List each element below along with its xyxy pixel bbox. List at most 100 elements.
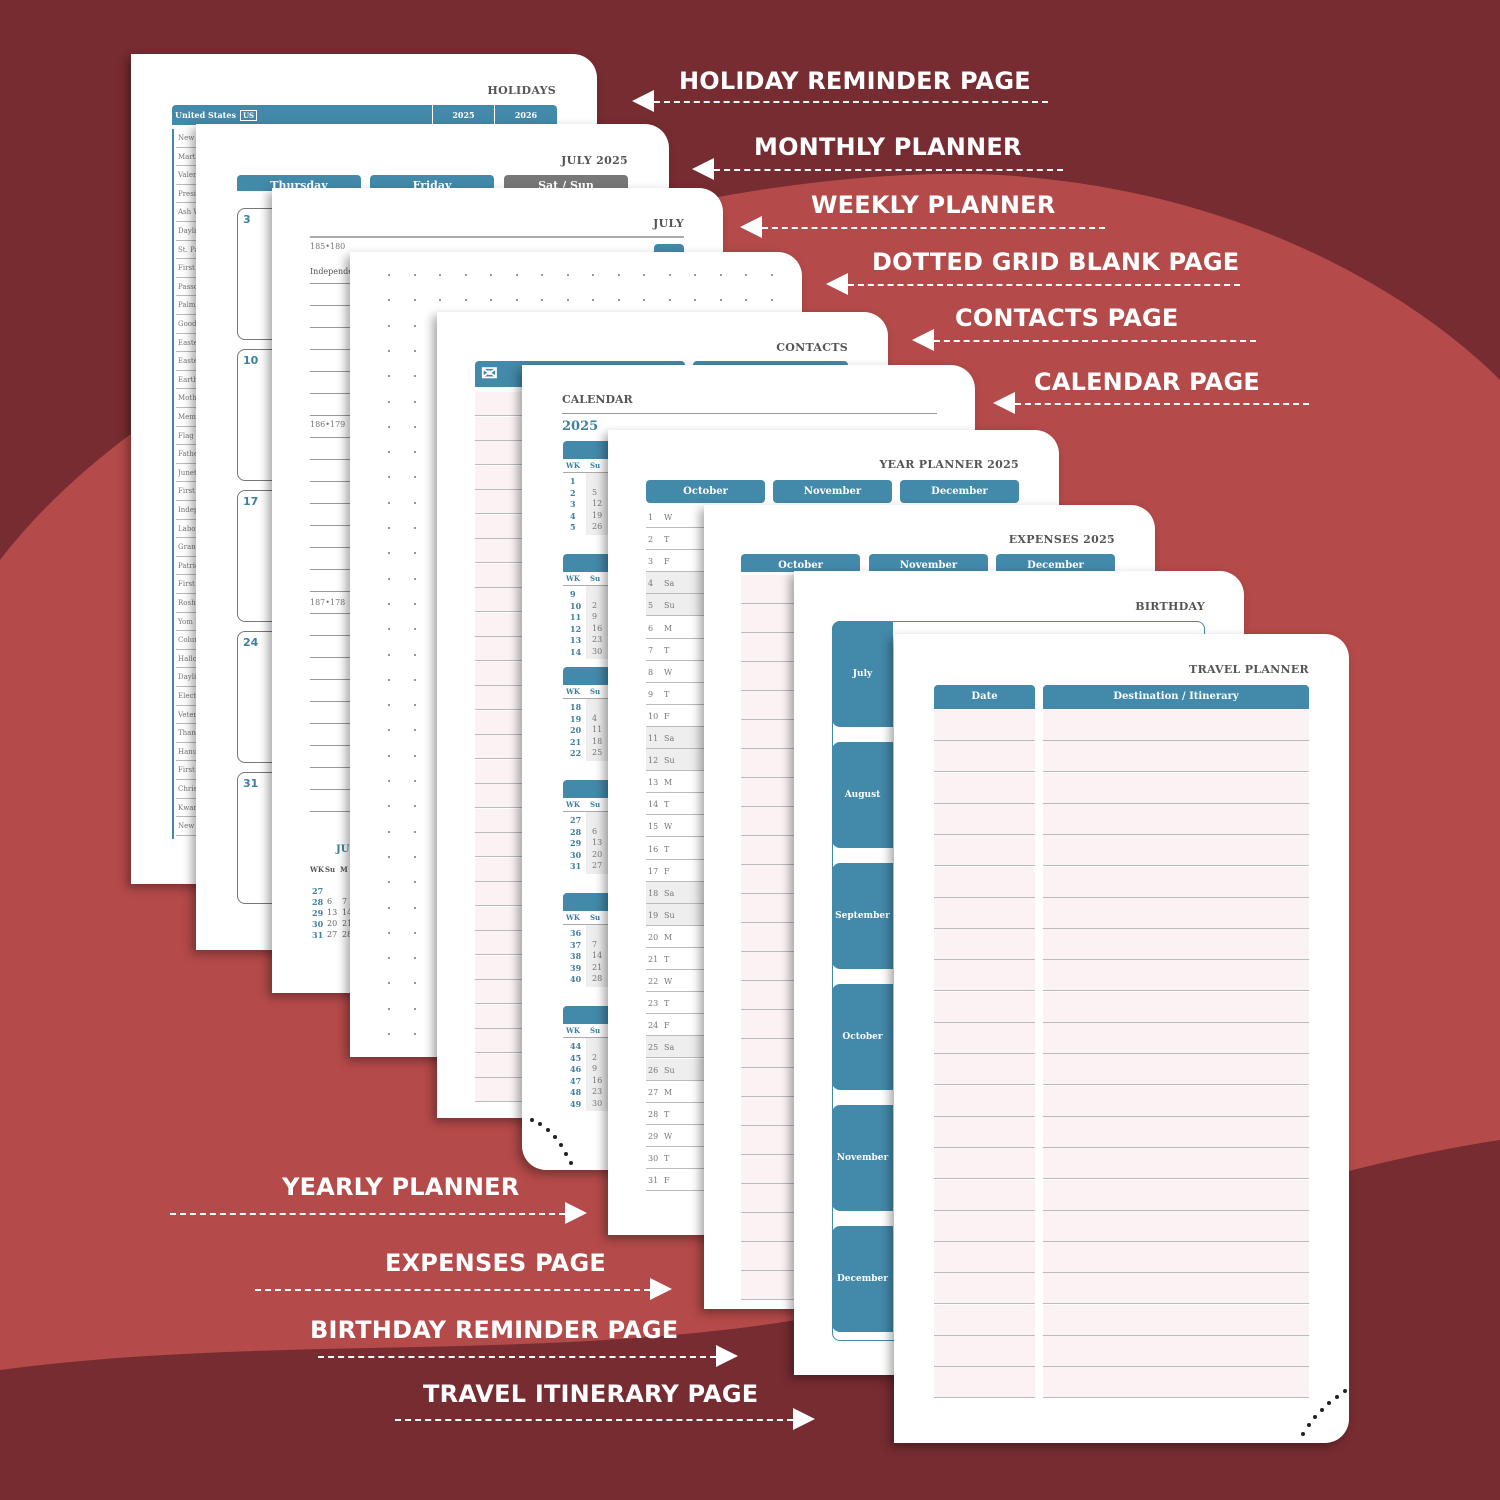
day-letter: W (664, 1131, 673, 1141)
day-letter: T (664, 689, 670, 699)
cal-col-header: Su (590, 1026, 601, 1035)
day-number: 13 (648, 778, 659, 788)
sunday-date: 30 (592, 1098, 603, 1108)
holiday-name: New Ye (178, 822, 200, 831)
day-number: 27 (648, 1087, 659, 1097)
mini-cal-cell: 20 (327, 919, 338, 928)
grid-dot (413, 855, 416, 858)
week-number: 21 (570, 736, 582, 747)
sunday-date: 23 (592, 635, 603, 644)
holiday-name: Dayligh (178, 673, 200, 682)
day-letter: T (664, 645, 670, 655)
page-title: JULY (653, 217, 684, 230)
holiday-name: First D (178, 580, 200, 589)
grid-dot (413, 501, 416, 504)
page-title: CONTACTS (776, 341, 848, 354)
mini-cal-cell: 6 (327, 897, 333, 906)
grid-dot (388, 274, 390, 276)
day-number: 17 (648, 866, 659, 876)
label-monthly-planner: MONTHLY PLANNER (754, 133, 1022, 161)
holiday-name: Easter (178, 357, 200, 366)
day-number: 4 (648, 579, 654, 589)
arrow-right-icon (565, 1202, 587, 1224)
cal-col-header: WK (566, 687, 580, 696)
grid-dot (694, 274, 696, 276)
page-title: EXPENSES 2025 (1008, 533, 1115, 546)
destination-cell (1043, 929, 1309, 961)
day-letter: Sa (664, 888, 675, 898)
destination-cell (1043, 1210, 1309, 1242)
destination-cell (1043, 741, 1309, 773)
day-label: 187•178 (310, 598, 346, 607)
dashed-line (255, 1289, 650, 1291)
sunday-date: 27 (592, 861, 603, 870)
grid-dot (719, 299, 722, 302)
day-number: 7 (648, 645, 654, 655)
sunday-date: 21 (592, 962, 603, 972)
destination-cell (1043, 866, 1309, 898)
cal-col-header: WK (566, 913, 580, 922)
grid-dot (413, 1007, 416, 1010)
week-number: 29 (570, 838, 582, 848)
sunday-date: 20 (592, 849, 603, 859)
day-letter: T (664, 1109, 670, 1119)
grid-dot (413, 1033, 416, 1035)
destination-cell (1043, 1273, 1309, 1305)
day-number: 21 (648, 955, 659, 964)
page-title: JULY 2025 (561, 154, 628, 167)
day-number: 19 (648, 910, 659, 920)
grid-dot (413, 602, 416, 605)
grid-dot (413, 476, 416, 479)
grid-dot (388, 805, 390, 808)
holiday-name: Palm Su (178, 301, 200, 310)
grid-dot (388, 881, 390, 884)
cal-col-header: Su (590, 800, 601, 809)
day-letter: Su (664, 910, 675, 920)
grid-dot (388, 299, 390, 302)
holiday-name: Valenti (178, 171, 200, 180)
cal-col-header: WK (566, 461, 580, 470)
month-tab: July (832, 621, 893, 727)
grid-dot (439, 274, 441, 276)
grid-dot (413, 704, 416, 707)
day-letter: T (664, 535, 670, 545)
grid-dot (413, 349, 416, 352)
date-cell (934, 803, 1035, 835)
destination-cell (1043, 897, 1309, 929)
dashed-line (934, 340, 1256, 342)
day-number: 5 (648, 601, 654, 611)
destination-cell (1043, 1085, 1309, 1117)
date-cell (934, 1367, 1035, 1399)
mini-cal-cell: 21 (342, 919, 353, 928)
label-weekly-planner: WEEKLY PLANNER (811, 191, 1056, 219)
mini-cal-cell: 27 (312, 886, 324, 896)
holiday-name: Colum (178, 636, 200, 645)
holiday-name: Kwanz (178, 803, 200, 812)
month-tab: November (832, 1105, 893, 1211)
grid-dot (388, 628, 390, 631)
grid-dot (413, 678, 416, 681)
week-number: 49 (570, 1098, 582, 1109)
destination-cell (1043, 772, 1309, 804)
arrow-left-icon (912, 329, 934, 351)
date-cell (934, 1054, 1035, 1086)
day-number: 26 (648, 1065, 659, 1075)
sunday-date: 4 (592, 713, 598, 723)
mini-cal-cell: 28 (342, 930, 353, 939)
sunday-date: 26 (592, 522, 603, 531)
day-number: 12 (648, 756, 659, 766)
week-number: 19 (570, 713, 582, 724)
grid-dot (745, 274, 747, 276)
day-number: 31 (243, 777, 259, 790)
day-letter: M (664, 932, 673, 942)
day-letter: W (664, 667, 673, 677)
grid-dot (413, 527, 416, 529)
destination-cell (1043, 803, 1309, 835)
day-number: 3 (243, 213, 251, 226)
day-number: 10 (648, 711, 659, 721)
grid-dot (413, 324, 416, 327)
holiday-name: First D (178, 264, 200, 273)
date-cell (934, 1210, 1035, 1242)
grid-dot (413, 274, 416, 276)
cal-col-header: WK (566, 800, 580, 809)
